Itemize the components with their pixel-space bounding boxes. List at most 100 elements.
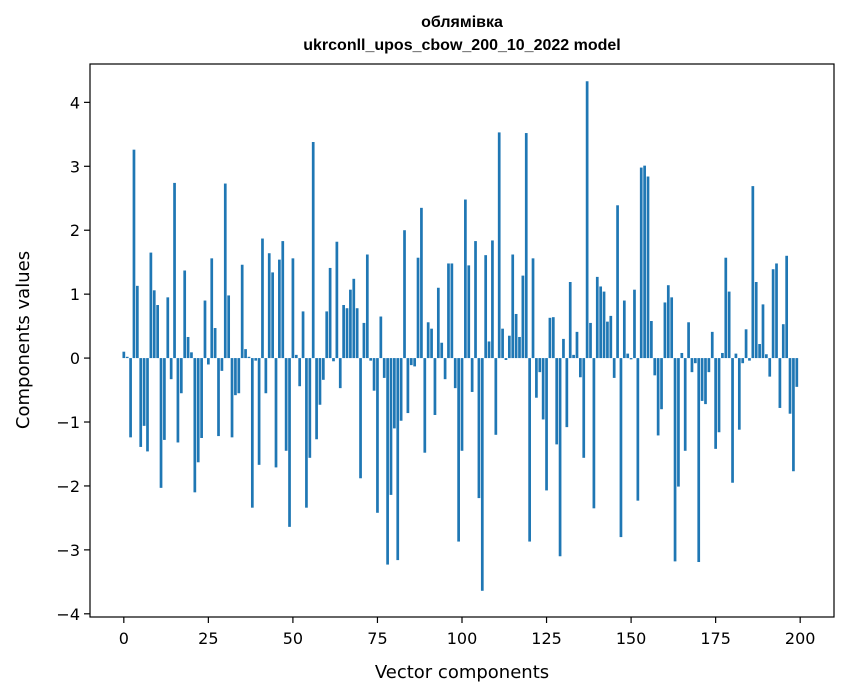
bar-32 <box>230 358 234 438</box>
bar-121 <box>531 258 535 359</box>
bar-21 <box>193 358 197 493</box>
bar-13 <box>166 297 170 359</box>
bar-195 <box>781 324 785 359</box>
bars-group <box>122 81 799 591</box>
bar-123 <box>538 358 542 373</box>
bar-176 <box>717 358 721 433</box>
bar-143 <box>606 321 609 359</box>
bar-146 <box>616 205 619 359</box>
bar-170 <box>697 358 701 563</box>
bar-62 <box>332 358 335 362</box>
bar-89 <box>423 358 427 453</box>
bar-75 <box>376 358 379 513</box>
y-tick-label: 3 <box>70 157 80 176</box>
x-tick-label: 100 <box>447 629 478 648</box>
bar-181 <box>734 353 738 359</box>
bar-178 <box>724 257 728 359</box>
bar-199 <box>795 358 799 387</box>
bar-16 <box>176 358 180 443</box>
bar-137 <box>585 81 589 359</box>
bar-154 <box>643 165 646 359</box>
bar-15 <box>173 182 176 359</box>
bar-138 <box>589 322 592 359</box>
bar-198 <box>792 358 795 472</box>
y-tick-label: −2 <box>56 477 80 496</box>
bar-43 <box>267 253 271 359</box>
bar-56 <box>311 142 315 359</box>
bar-106 <box>480 358 484 591</box>
bar-163 <box>673 358 677 562</box>
bar-73 <box>369 358 373 361</box>
bar-169 <box>693 358 697 364</box>
bar-125 <box>545 358 548 491</box>
bar-150 <box>629 358 633 360</box>
x-axis: 0 25 50 75 100 125 150 175 200 <box>119 617 815 648</box>
bar-58 <box>318 358 322 405</box>
bar-88 <box>420 207 423 359</box>
y-tick-label: 2 <box>70 221 80 240</box>
bar-44 <box>271 272 274 359</box>
bar-179 <box>727 291 731 359</box>
bar-109 <box>491 240 494 359</box>
x-tick-label: 150 <box>616 629 647 648</box>
bar-175 <box>714 358 717 449</box>
bar-23 <box>200 358 203 438</box>
bar-19 <box>186 336 190 359</box>
bar-99 <box>457 358 460 542</box>
bar-193 <box>775 263 778 359</box>
bar-1 <box>125 356 129 359</box>
bar-180 <box>731 358 734 483</box>
bar-2 <box>129 358 132 438</box>
bar-26 <box>210 258 214 359</box>
bar-7 <box>146 358 149 452</box>
plot-frame <box>89 63 835 618</box>
bar-162 <box>670 297 674 359</box>
bar-131 <box>565 358 569 428</box>
bar-47 <box>281 241 285 359</box>
bar-33 <box>234 358 237 396</box>
bar-105 <box>477 358 481 499</box>
bar-118 <box>521 275 525 359</box>
bar-82 <box>399 358 403 421</box>
bar-55 <box>308 358 312 458</box>
bar-196 <box>785 255 789 359</box>
x-tick-label: 50 <box>283 629 303 648</box>
bar-171 <box>700 358 704 401</box>
bar-72 <box>365 254 369 359</box>
bar-18 <box>183 270 187 359</box>
bar-158 <box>656 358 660 436</box>
bar-37 <box>247 356 251 359</box>
y-tick-label: 4 <box>70 93 80 112</box>
bar-113 <box>504 358 508 360</box>
y-tick-label: −4 <box>56 605 80 624</box>
bar-117 <box>518 336 521 359</box>
bar-79 <box>389 358 393 495</box>
bar-133 <box>572 354 575 359</box>
bar-84 <box>406 358 410 414</box>
bar-112 <box>501 328 504 359</box>
bar-14 <box>169 358 173 380</box>
y-tick-label: −3 <box>56 541 80 560</box>
bar-29 <box>220 358 224 371</box>
x-tick-label: 125 <box>531 629 562 648</box>
bar-68 <box>352 278 356 359</box>
bar-39 <box>254 358 258 361</box>
bar-28 <box>217 358 220 437</box>
bar-94 <box>440 342 444 359</box>
bar-151 <box>633 289 636 359</box>
bar-159 <box>660 358 663 410</box>
bar-189 <box>761 304 765 359</box>
bar-38 <box>250 358 254 508</box>
bar-134 <box>575 331 579 359</box>
bar-184 <box>744 329 748 359</box>
y-tick-label: −1 <box>56 413 80 432</box>
x-tick-label: 0 <box>119 629 129 648</box>
bar-71 <box>362 322 366 359</box>
bar-161 <box>666 285 670 359</box>
bar-97 <box>450 263 454 359</box>
bar-50 <box>291 258 295 359</box>
bar-91 <box>430 328 433 359</box>
bar-6 <box>142 358 146 426</box>
bar-30 <box>223 183 227 359</box>
bar-114 <box>507 335 511 359</box>
